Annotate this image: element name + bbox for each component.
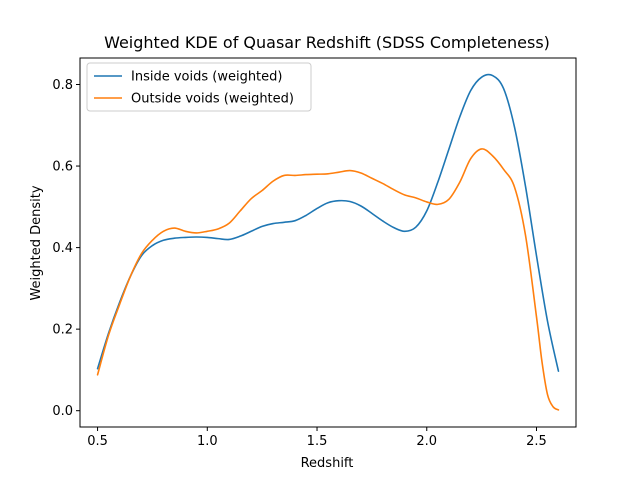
- y-axis: 0.0 0.2 0.4 0.6 0.8: [52, 78, 80, 419]
- y-tick-label: 0.4: [52, 241, 73, 256]
- x-tick-label: 2.5: [526, 434, 547, 449]
- y-axis-label: Weighted Density: [29, 185, 44, 300]
- series-lines: [96, 73, 560, 411]
- x-axis: 0.5 1.0 1.5 2.0 2.5: [87, 427, 547, 449]
- legend-label-1: Inside voids (weighted): [131, 70, 282, 85]
- y-tick-label: 0.8: [52, 78, 73, 93]
- x-tick-label: 1.5: [307, 434, 328, 449]
- legend: Inside voids (weighted) Outside voids (we…: [86, 62, 312, 112]
- series-line-2: [96, 148, 560, 411]
- legend-label-2: Outside voids (weighted): [131, 92, 294, 107]
- y-tick-label: 0.6: [52, 160, 73, 175]
- series-line-1: [96, 73, 560, 372]
- y-tick-label: 0.2: [52, 323, 73, 338]
- x-tick-label: 2.0: [416, 434, 437, 449]
- plot-frame: [79, 57, 577, 428]
- chart-title: Weighted KDE of Quasar Redshift (SDSS Co…: [104, 33, 550, 52]
- legend-box: [86, 62, 312, 112]
- y-tick-label: 0.0: [52, 404, 73, 419]
- x-axis-label: Redshift: [301, 456, 354, 471]
- x-tick-label: 1.0: [197, 434, 218, 449]
- x-tick-label: 0.5: [87, 434, 108, 449]
